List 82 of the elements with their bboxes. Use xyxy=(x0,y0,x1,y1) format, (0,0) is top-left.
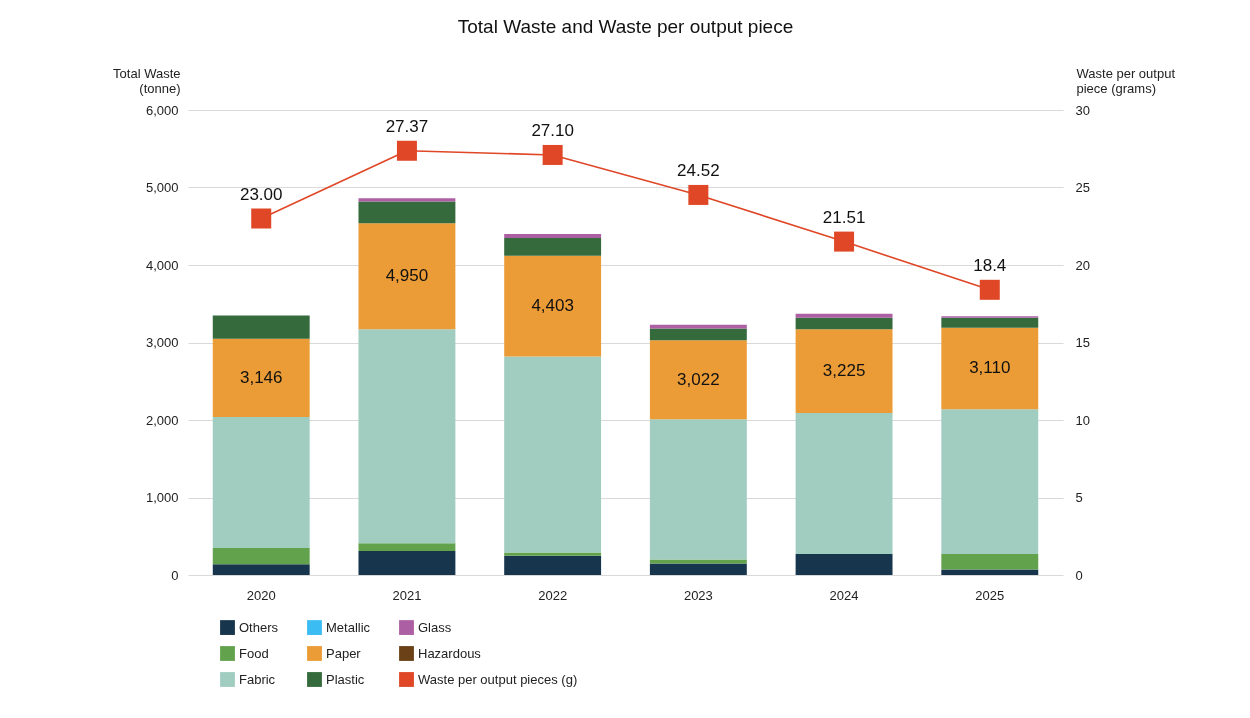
bar xyxy=(941,569,1039,575)
x-tick-label: 2022 xyxy=(538,587,568,603)
bar xyxy=(795,313,893,318)
y-tick-label: 3,000 xyxy=(145,335,179,350)
legend-label: Waste per output pieces (g) xyxy=(418,671,578,687)
bar xyxy=(649,324,747,329)
legend-label: Others xyxy=(239,619,279,635)
y2-tick-label: 15 xyxy=(1075,335,1090,350)
bar xyxy=(504,234,602,238)
bar xyxy=(795,317,893,330)
data-label: 21.51 xyxy=(822,207,866,227)
y-tick-label: 5,000 xyxy=(145,180,179,195)
data-label: 24.52 xyxy=(677,160,720,180)
bar xyxy=(504,356,602,553)
legend-label: Fabric xyxy=(239,671,276,687)
bar xyxy=(358,543,456,551)
y2-tick-label: 20 xyxy=(1075,257,1090,273)
point xyxy=(979,279,1000,300)
bar xyxy=(795,554,893,575)
data-label: 27.37 xyxy=(385,116,429,136)
bar xyxy=(649,563,747,575)
bar xyxy=(212,564,310,575)
legend-label: Paper xyxy=(326,645,362,661)
point xyxy=(251,208,272,229)
x-tick-label: 2020 xyxy=(246,587,276,603)
bar xyxy=(358,198,456,202)
legend-label: Food xyxy=(239,645,269,661)
data-label: 18.4 xyxy=(973,255,1007,275)
x-tick-label: 2024 xyxy=(829,587,859,603)
x-tick-label: 2023 xyxy=(683,587,713,603)
annotation: 3,022 xyxy=(677,369,720,389)
y-tick-label: 6,000 xyxy=(145,102,179,118)
y-tick-label: 1,000 xyxy=(145,490,179,505)
bar xyxy=(941,409,1039,555)
bar xyxy=(212,338,310,417)
y2-tick-label: 30 xyxy=(1075,102,1090,118)
point xyxy=(542,144,563,165)
bar xyxy=(504,552,602,556)
y-axis-title: Total Waste (tonne) xyxy=(113,65,181,96)
point xyxy=(396,140,417,161)
y-tick-label: 0 xyxy=(171,567,179,583)
bar xyxy=(649,419,747,560)
annotation: 4,403 xyxy=(531,296,574,316)
bar xyxy=(212,547,310,565)
bar xyxy=(795,413,893,555)
bar xyxy=(504,255,602,357)
bar xyxy=(358,550,456,575)
bar xyxy=(649,340,747,420)
bar xyxy=(504,555,602,575)
bar xyxy=(941,327,1039,410)
bar xyxy=(358,223,456,330)
legend-label: Metallic xyxy=(326,619,371,635)
chart-title: Total Waste and Waste per output piece xyxy=(457,16,794,37)
bar xyxy=(795,329,893,414)
y-tick-label: 2,000 xyxy=(145,412,179,428)
y2-tick-label: 0 xyxy=(1075,567,1083,583)
bar xyxy=(649,328,747,341)
data-label: 27.10 xyxy=(531,120,574,140)
legend-label: Plastic xyxy=(326,671,365,687)
x-tick-label: 2025 xyxy=(975,587,1005,603)
annotation: 3,146 xyxy=(239,367,283,387)
point xyxy=(834,231,855,252)
bar xyxy=(504,237,602,256)
y-tick-label: 4,000 xyxy=(145,257,179,273)
annotation: 3,110 xyxy=(969,358,1011,378)
bar xyxy=(212,416,310,548)
bar xyxy=(358,201,456,224)
legend-label: Hazardous xyxy=(418,645,482,661)
data-label: 23.00 xyxy=(239,184,283,204)
y2-tick-label: 25 xyxy=(1075,180,1090,195)
annotation: 3,225 xyxy=(822,361,866,381)
bar xyxy=(358,329,456,544)
bar xyxy=(941,554,1039,570)
y2-axis-title: Waste per output piece (grams) xyxy=(1076,65,1176,96)
bar xyxy=(941,317,1039,328)
point xyxy=(688,184,709,205)
x-tick-label: 2021 xyxy=(392,587,422,603)
annotation: 4,950 xyxy=(385,266,429,286)
legend-label: Glass xyxy=(418,619,452,635)
y2-tick-label: 5 xyxy=(1075,490,1083,505)
bar xyxy=(212,315,310,339)
y2-tick-label: 10 xyxy=(1075,412,1090,428)
